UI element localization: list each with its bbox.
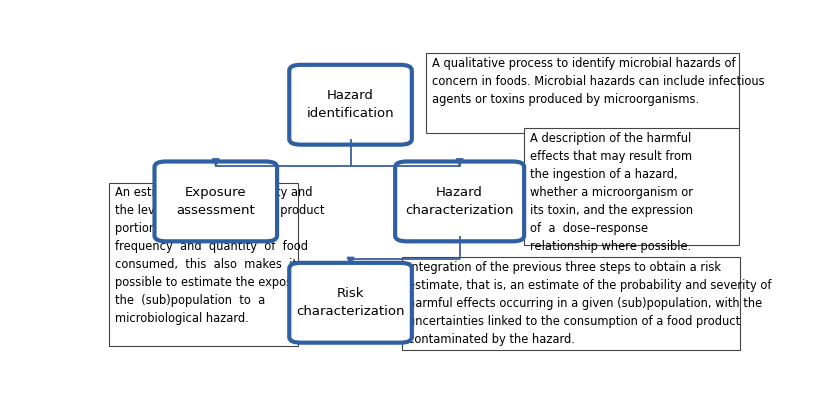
- Text: Hazard
identification: Hazard identification: [306, 89, 394, 120]
- FancyBboxPatch shape: [401, 257, 739, 350]
- FancyBboxPatch shape: [425, 53, 738, 133]
- Text: A qualitative process to identify microbial hazards of
concern in foods. Microbi: A qualitative process to identify microb…: [432, 57, 764, 106]
- Text: Risk
characterization: Risk characterization: [296, 287, 404, 318]
- Text: An estimate of the probability and
the level of hazard in a food product
portion: An estimate of the probability and the l…: [115, 186, 325, 326]
- Text: A description of the harmful
effects that may result from
the ingestion of a haz: A description of the harmful effects tha…: [529, 132, 692, 253]
- FancyBboxPatch shape: [289, 65, 411, 145]
- FancyBboxPatch shape: [394, 162, 523, 241]
- FancyBboxPatch shape: [289, 263, 411, 343]
- Text: Exposure
assessment: Exposure assessment: [176, 186, 255, 217]
- FancyBboxPatch shape: [108, 183, 298, 346]
- Text: Integration of the previous three steps to obtain a risk
estimate, that is, an e: Integration of the previous three steps …: [408, 261, 771, 345]
- Text: Hazard
characterization: Hazard characterization: [405, 186, 514, 217]
- FancyBboxPatch shape: [523, 128, 738, 245]
- FancyBboxPatch shape: [155, 162, 277, 241]
